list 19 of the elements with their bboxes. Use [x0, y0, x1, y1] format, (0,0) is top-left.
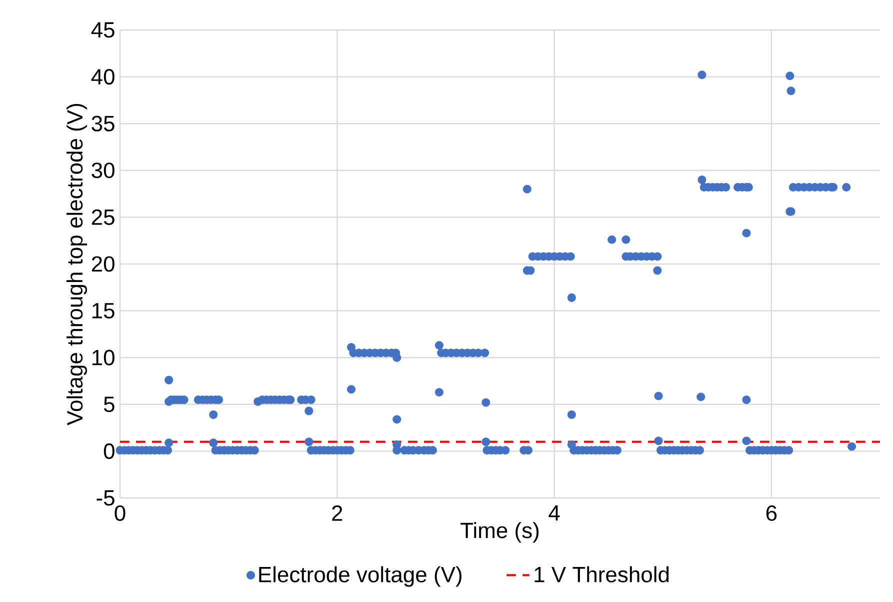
- x-tick-label: 0: [114, 505, 126, 521]
- legend-label: 1 V Threshold: [534, 566, 669, 582]
- x-tick-label: 6: [766, 505, 777, 521]
- y-tick-label: 20: [92, 256, 114, 272]
- y-tick-label: 25: [92, 209, 114, 225]
- y-tick-label: 0: [104, 443, 114, 459]
- y-tick-label: 30: [92, 162, 114, 178]
- y-tick-label: 15: [92, 303, 114, 318]
- x-axis-title: Time (s): [460, 522, 539, 543]
- x-tick-label: 2: [332, 505, 342, 521]
- y-tick-label: 5: [104, 396, 114, 412]
- y-tick-label: 10: [92, 350, 114, 366]
- y-tick-label: -5: [96, 490, 114, 506]
- y-tick-label: 45: [91, 22, 114, 38]
- y-axis-title: Voltage through top electrode (V): [66, 104, 87, 426]
- y-tick-label: 40: [91, 68, 114, 85]
- y-tick-label: 35: [92, 116, 114, 132]
- legend-label: Electrode voltage (V): [259, 566, 462, 587]
- x-tick-label: 4: [548, 505, 560, 520]
